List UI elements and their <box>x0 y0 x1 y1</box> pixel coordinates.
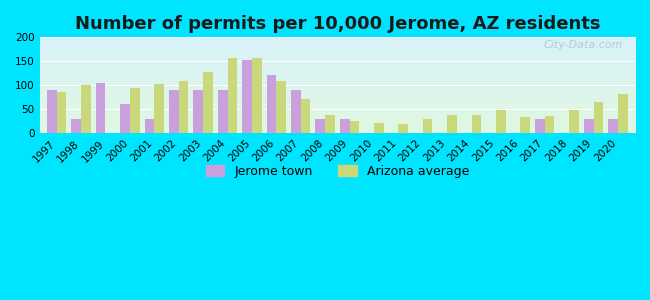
Bar <box>496 110 506 133</box>
Bar <box>130 88 140 133</box>
Bar <box>447 115 457 133</box>
Text: City-Data.com: City-Data.com <box>543 40 623 50</box>
Bar <box>227 58 237 133</box>
Bar <box>520 117 530 133</box>
Bar <box>154 84 164 133</box>
Bar <box>584 119 593 133</box>
Bar <box>169 90 179 133</box>
Bar <box>96 83 105 133</box>
Bar <box>193 90 203 133</box>
Bar <box>47 90 57 133</box>
Title: Number of permits per 10,000 Jerome, AZ residents: Number of permits per 10,000 Jerome, AZ … <box>75 15 600 33</box>
Bar <box>325 115 335 133</box>
Bar <box>608 119 618 133</box>
Bar <box>266 75 276 133</box>
Bar <box>535 119 545 133</box>
Bar <box>471 115 481 133</box>
Bar <box>593 102 603 133</box>
Bar <box>81 85 91 133</box>
Bar <box>315 119 325 133</box>
Bar <box>350 121 359 133</box>
Bar <box>203 72 213 133</box>
Bar <box>242 60 252 133</box>
Bar <box>569 110 579 133</box>
Legend: Jerome town, Arizona average: Jerome town, Arizona average <box>201 160 474 183</box>
Bar <box>276 82 286 133</box>
Bar <box>72 119 81 133</box>
Bar <box>57 92 66 133</box>
Bar <box>618 94 628 133</box>
Bar <box>374 123 383 133</box>
Bar <box>218 90 227 133</box>
Bar <box>545 116 554 133</box>
Bar <box>422 119 432 133</box>
Bar <box>120 103 130 133</box>
Bar <box>340 119 350 133</box>
Bar <box>398 124 408 133</box>
Bar <box>291 90 301 133</box>
Bar <box>144 119 154 133</box>
Bar <box>252 58 262 133</box>
Bar <box>301 99 311 133</box>
Bar <box>179 80 188 133</box>
